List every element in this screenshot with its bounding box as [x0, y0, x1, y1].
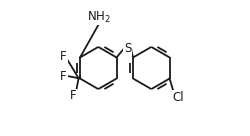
Text: Cl: Cl: [171, 91, 183, 104]
Text: NH$_2$: NH$_2$: [87, 9, 110, 25]
Text: F: F: [60, 50, 67, 63]
Text: F: F: [60, 70, 67, 83]
Text: S: S: [123, 42, 131, 55]
Text: F: F: [70, 89, 76, 102]
